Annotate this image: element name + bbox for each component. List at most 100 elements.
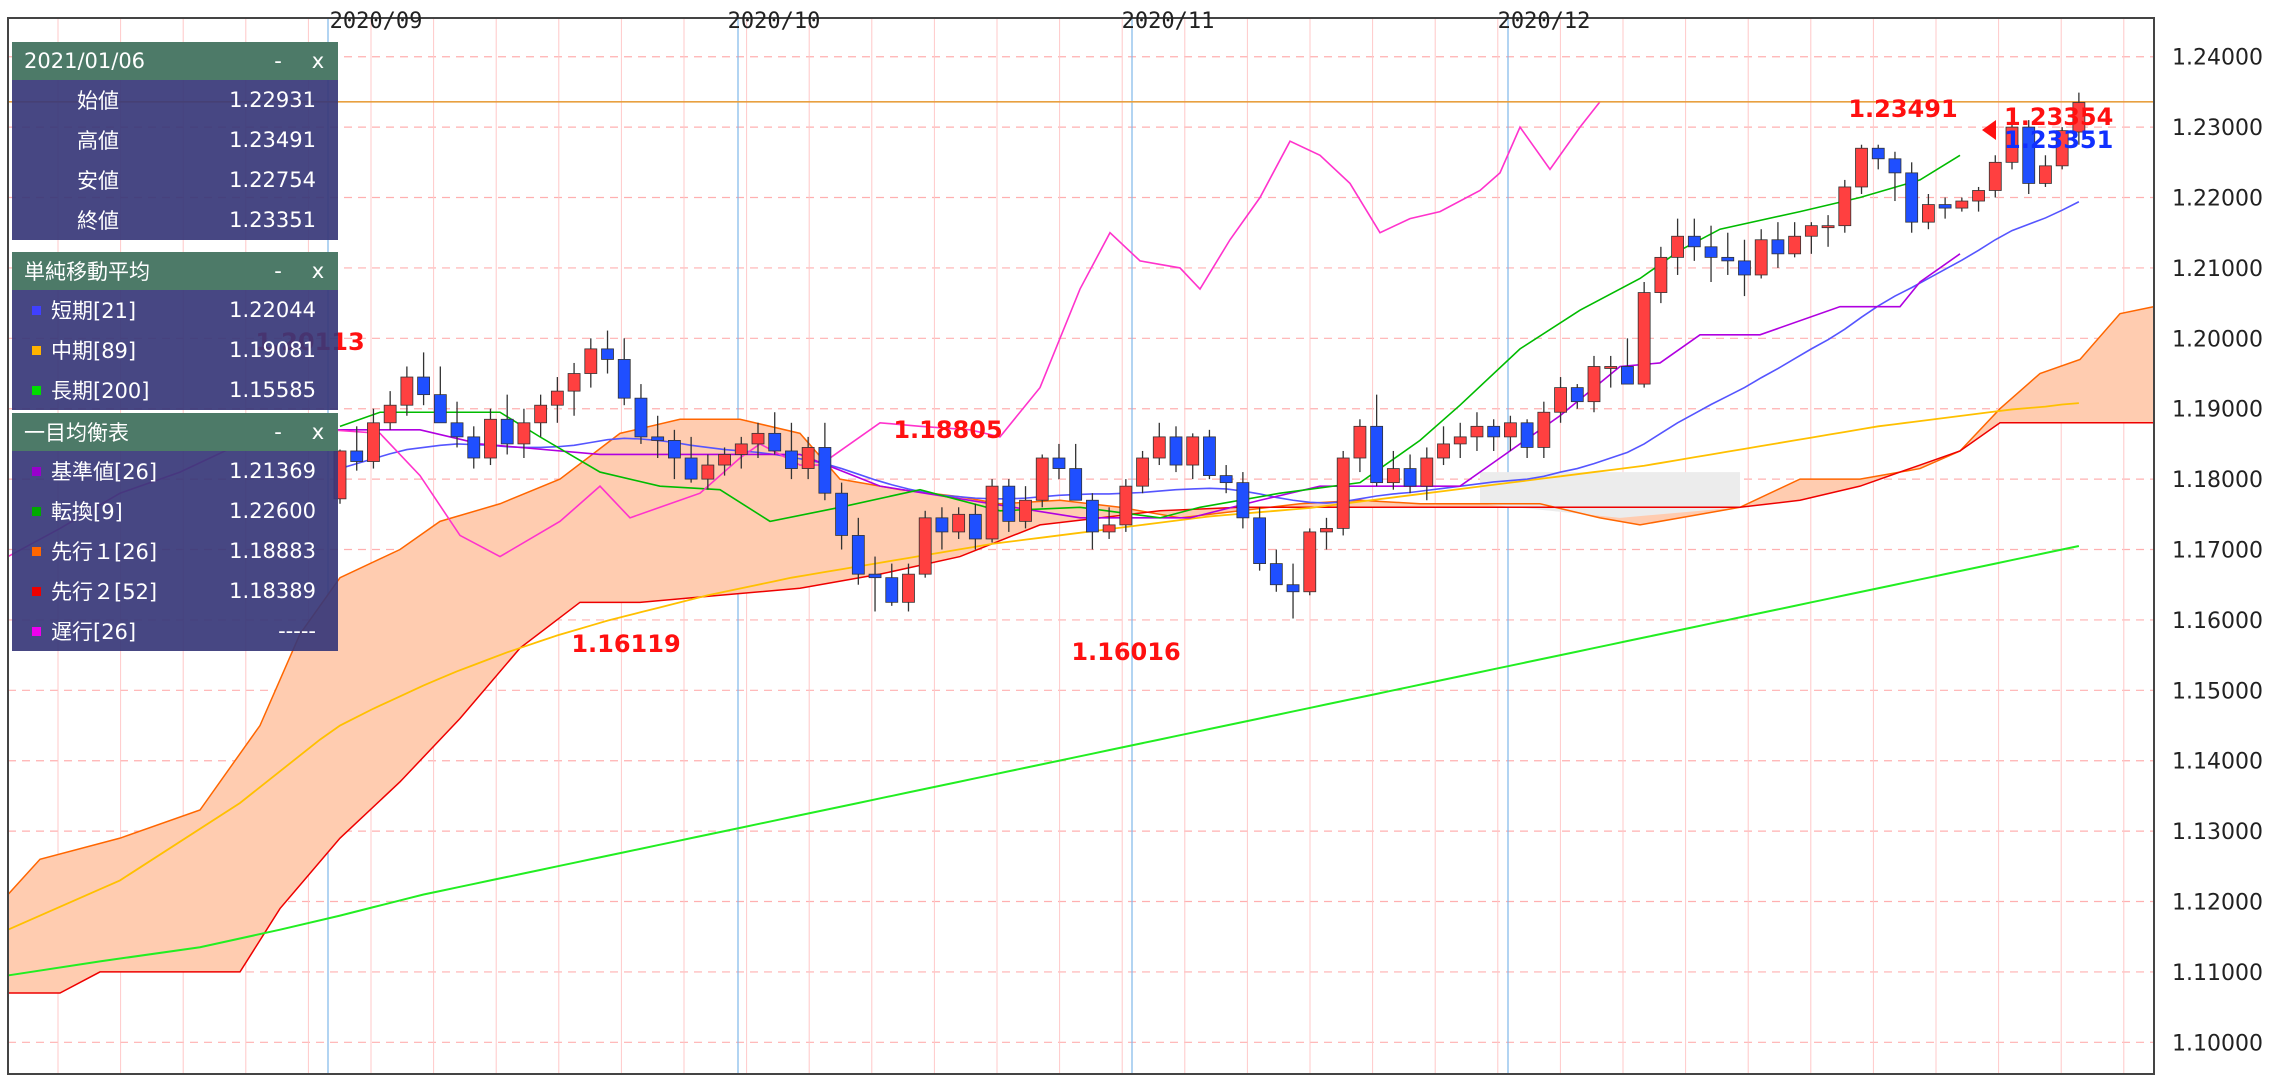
candle-body-down bbox=[1286, 584, 1300, 593]
candle bbox=[935, 507, 949, 550]
candle-body-up bbox=[1788, 235, 1802, 255]
candle-body-down bbox=[1570, 387, 1584, 403]
candle bbox=[1804, 222, 1818, 254]
candle-body-down bbox=[1052, 457, 1066, 469]
candle bbox=[634, 384, 648, 444]
candle-body-down bbox=[634, 397, 648, 438]
candle-body-down bbox=[868, 573, 882, 579]
candle-body-up bbox=[801, 447, 815, 469]
candle-body-up bbox=[1386, 468, 1400, 484]
candle-body-up bbox=[1320, 528, 1333, 533]
candle-body-up bbox=[550, 390, 564, 406]
candle-body-down bbox=[617, 359, 631, 399]
candle-body-up bbox=[701, 464, 715, 480]
candle bbox=[350, 426, 364, 471]
candle bbox=[1721, 232, 1735, 275]
sma-title: 単純移動平均 bbox=[24, 260, 150, 284]
y-axis-label: 1.24000 bbox=[2172, 46, 2263, 71]
candles bbox=[333, 92, 2086, 619]
candle-body-up bbox=[985, 485, 999, 540]
candle bbox=[1420, 447, 1434, 501]
bid-price-label: 1.23354 bbox=[2004, 103, 2113, 131]
legend-swatch bbox=[32, 626, 41, 636]
candle-body-up bbox=[1604, 366, 1618, 369]
candle bbox=[801, 436, 815, 480]
candle bbox=[751, 422, 765, 458]
candle bbox=[1855, 144, 1868, 194]
ichimoku-row-span-a: 先行１[26] 1.18883 bbox=[12, 531, 338, 571]
ichimoku-value: ----- bbox=[278, 619, 316, 643]
ichimoku-row-base: 基準値[26] 1.21369 bbox=[12, 451, 338, 491]
candle bbox=[2072, 92, 2086, 145]
candle bbox=[1955, 197, 1969, 212]
sma-label: 中期[89] bbox=[51, 339, 137, 363]
ichimoku-row-span-b: 先行２[52] 1.18389 bbox=[12, 571, 338, 611]
candle-body-up bbox=[484, 418, 497, 459]
close-button[interactable]: x bbox=[311, 259, 325, 283]
indicator-lines bbox=[7, 100, 2154, 977]
candle-body-up bbox=[1922, 204, 1935, 223]
ohlc-value: 1.22931 bbox=[229, 88, 316, 112]
candle-body-up bbox=[734, 443, 748, 455]
candle bbox=[718, 447, 731, 476]
close-button[interactable]: x bbox=[311, 420, 325, 444]
candle-body-down bbox=[601, 348, 614, 360]
ohlc-label: 始値 bbox=[77, 89, 119, 113]
ichimoku-panel-header: 一目均衡表 - x bbox=[12, 413, 338, 451]
ichimoku-title: 一目均衡表 bbox=[24, 421, 129, 445]
candle-body-down bbox=[1905, 172, 1919, 223]
y-axis-labels: 1.24000 1.23000 1.22000 1.21000 1.20000 1.190… bbox=[2172, 46, 2263, 1057]
ichimoku-value: 1.22600 bbox=[229, 499, 316, 523]
candle-body-down bbox=[1621, 366, 1634, 385]
peak-label: 1.18805 bbox=[893, 416, 1002, 444]
candle-body-down bbox=[1403, 468, 1417, 487]
candle-body-up bbox=[1972, 190, 1985, 202]
candle-body-up bbox=[1587, 366, 1601, 403]
minimize-button[interactable]: - bbox=[274, 420, 282, 444]
candle bbox=[1738, 239, 1751, 297]
candle-body-down bbox=[785, 450, 798, 469]
candle-body-up bbox=[1988, 161, 2002, 191]
candle bbox=[701, 454, 715, 490]
candle-body-down bbox=[651, 436, 665, 441]
candle bbox=[400, 366, 414, 416]
candle-body-down bbox=[1269, 563, 1283, 586]
ichimoku-panel-body: 基準値[26] 1.21369 転換[9] 1.22600 先行１[26] 1.188… bbox=[12, 451, 338, 651]
candle-body-down bbox=[851, 535, 865, 575]
candle-body-down bbox=[1704, 246, 1718, 258]
ohlc-label: 高値 bbox=[77, 129, 119, 153]
y-axis-label: 1.17000 bbox=[2172, 539, 2263, 564]
candle bbox=[684, 436, 698, 483]
candle bbox=[1370, 394, 1384, 487]
candle-body-up bbox=[1102, 524, 1116, 533]
candle-body-down bbox=[1203, 436, 1216, 477]
candle bbox=[1671, 218, 1684, 275]
minimize-button[interactable]: - bbox=[274, 259, 282, 283]
candle-body-down bbox=[417, 376, 431, 396]
candle-body-down bbox=[1219, 475, 1233, 484]
candle bbox=[1169, 426, 1183, 473]
candle bbox=[651, 415, 665, 458]
candle bbox=[1771, 222, 1785, 268]
candle bbox=[1871, 144, 1885, 170]
candle-body-down bbox=[2022, 126, 2036, 184]
candle-body-up bbox=[2072, 102, 2086, 133]
y-axis-label: 1.14000 bbox=[2172, 750, 2263, 775]
legend-swatch bbox=[32, 466, 41, 476]
minimize-button[interactable]: - bbox=[274, 49, 282, 73]
candle-body-down bbox=[1086, 499, 1099, 533]
candle bbox=[885, 563, 899, 606]
candle bbox=[1353, 419, 1367, 473]
candle bbox=[1403, 454, 1417, 494]
y-axis-label: 1.15000 bbox=[2172, 679, 2263, 704]
ohlc-row-low: 安値 1.22754 bbox=[12, 160, 338, 200]
close-button[interactable]: x bbox=[311, 49, 325, 73]
y-axis-label: 1.13000 bbox=[2172, 820, 2263, 845]
ichimoku-label: 先行２[52] bbox=[51, 580, 158, 604]
candle-body-up bbox=[1437, 443, 1450, 459]
candle bbox=[383, 391, 397, 430]
candle-body-up bbox=[517, 422, 531, 445]
y-axis-label: 1.23000 bbox=[2172, 116, 2263, 141]
candle bbox=[517, 408, 531, 458]
